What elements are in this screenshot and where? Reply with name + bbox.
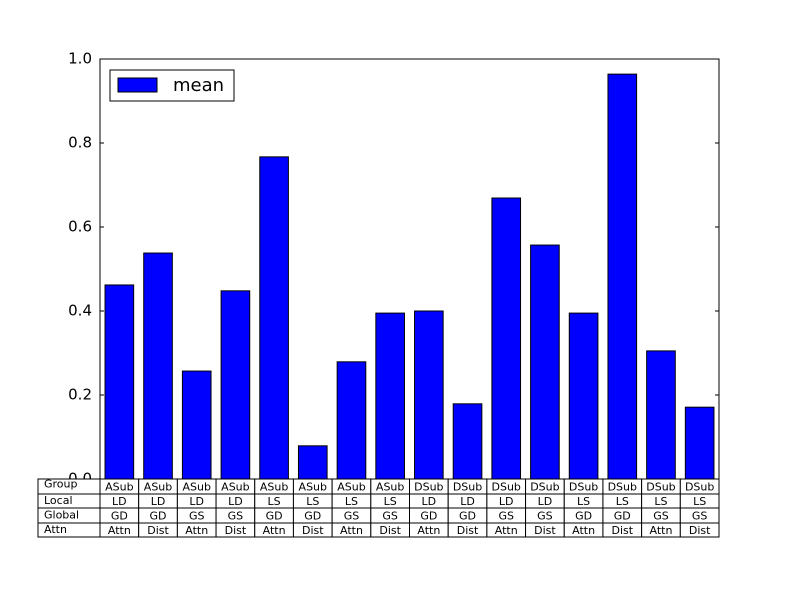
table-cell-text: LS xyxy=(268,495,281,508)
table-cell-text: Dist xyxy=(534,524,556,537)
table-cell-text: Attn xyxy=(340,524,363,537)
table-cell-text: GS xyxy=(537,510,553,523)
y-tick-label: 0.6 xyxy=(68,218,92,236)
table-cell-text: GS xyxy=(382,510,398,523)
bar xyxy=(336,361,367,480)
table-cell-text: LS xyxy=(306,495,319,508)
bar xyxy=(452,403,483,480)
table-cell-text: LD xyxy=(422,495,437,508)
table-cell-text: ASub xyxy=(144,481,172,494)
table-cell-text: Attn xyxy=(108,524,131,537)
table-cell-text: DSub xyxy=(608,481,637,494)
bar xyxy=(220,290,251,480)
table-cell-text: Dist xyxy=(457,524,479,537)
table-cell-text: GD xyxy=(575,510,592,523)
table-cell xyxy=(679,522,720,538)
table-cell-text: Dist xyxy=(225,524,247,537)
table-row-label: Group xyxy=(44,478,78,491)
table-cell-text: LD xyxy=(189,495,204,508)
table-cell-text: LD xyxy=(151,495,166,508)
table-cell-text: ASub xyxy=(105,481,133,494)
table-cell-text: GS xyxy=(189,510,205,523)
table-cell-text: Dist xyxy=(611,524,633,537)
table-cell-text: ASub xyxy=(299,481,327,494)
bar xyxy=(414,310,444,480)
table-cell-text: LD xyxy=(538,495,553,508)
table-cell-text: Attn xyxy=(572,524,595,537)
table-cell-text: LS xyxy=(384,495,397,508)
y-tick-label: 1.0 xyxy=(68,50,92,68)
table-cell-text: Attn xyxy=(263,524,286,537)
table-cell-text: ASub xyxy=(376,481,404,494)
table-cell-text: DSub xyxy=(569,481,598,494)
y-tick-label: 0.2 xyxy=(68,386,92,404)
table-cell-text: GS xyxy=(692,510,708,523)
table-cell-text: GS xyxy=(498,510,514,523)
table-cell-text: GD xyxy=(150,510,167,523)
table-cell-text: DSub xyxy=(414,481,443,494)
bar xyxy=(375,312,405,480)
bar xyxy=(568,312,599,480)
table-cell-text: Dist xyxy=(689,524,711,537)
bar xyxy=(104,284,135,480)
bar xyxy=(259,156,289,480)
table-cell-text: DSub xyxy=(685,481,714,494)
table-cell-text: Attn xyxy=(495,524,518,537)
table-cell-text: LD xyxy=(499,495,514,508)
table-cell-text: LD xyxy=(228,495,243,508)
table-cell-text: LS xyxy=(693,495,706,508)
table-cell-text: DSub xyxy=(530,481,559,494)
table-cell-text: DSub xyxy=(646,481,675,494)
bar xyxy=(181,370,212,480)
table-cell-text: ASub xyxy=(182,481,210,494)
bar xyxy=(297,445,328,480)
table-cell-text: Attn xyxy=(417,524,440,537)
table-cell-text: LS xyxy=(345,495,358,508)
bar xyxy=(530,244,560,480)
table-cell-text: GD xyxy=(614,510,631,523)
table-cell-text: Attn xyxy=(185,524,208,537)
table-cell-text: GS xyxy=(228,510,244,523)
table-cell-text: LS xyxy=(577,495,590,508)
table-cell-text: LS xyxy=(616,495,629,508)
table-row-label: Attn xyxy=(44,523,67,536)
legend-label: mean xyxy=(173,75,224,96)
table-cell-text: Dist xyxy=(147,524,169,537)
table-cell-text: ASub xyxy=(260,481,288,494)
table-cell-text: Dist xyxy=(379,524,401,537)
bar xyxy=(607,73,638,480)
table-cell-text: GS xyxy=(344,510,360,523)
table-cell-text: DSub xyxy=(453,481,482,494)
table-cell-text: LD xyxy=(112,495,127,508)
table-cell-text: Dist xyxy=(302,524,324,537)
table-cell-text: DSub xyxy=(492,481,521,494)
table-cell-text: LS xyxy=(654,495,667,508)
table-row-label: Global xyxy=(44,509,79,522)
table-cell-text: LD xyxy=(460,495,475,508)
table-cell-text: ASub xyxy=(337,481,365,494)
bar xyxy=(646,350,676,480)
y-tick-label: 0.8 xyxy=(68,134,92,152)
y-tick-label: 0.4 xyxy=(68,302,92,320)
table-cell-text: ASub xyxy=(221,481,249,494)
table-cell-text: Attn xyxy=(650,524,673,537)
bar xyxy=(143,252,173,480)
table-cell-text: GD xyxy=(459,510,476,523)
table-cell-text: GD xyxy=(304,510,321,523)
bar xyxy=(684,406,715,480)
table-cell-text: GD xyxy=(111,510,128,523)
table-cell-text: GD xyxy=(266,510,283,523)
table-row-label: Local xyxy=(44,494,73,507)
bar xyxy=(491,197,522,480)
table-cell-text: GD xyxy=(420,510,437,523)
legend-swatch xyxy=(117,77,158,93)
table-cell-text: GS xyxy=(653,510,669,523)
